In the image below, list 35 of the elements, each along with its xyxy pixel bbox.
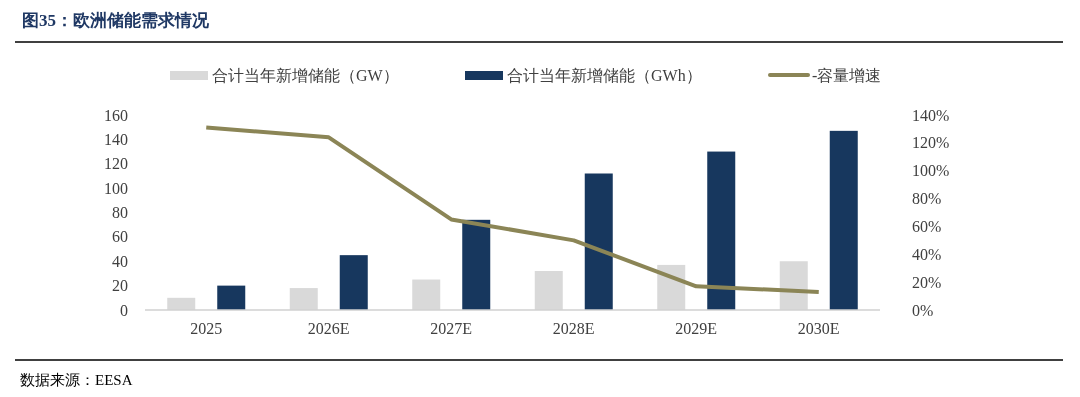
bar xyxy=(707,151,736,310)
x-tick-label: 2025 xyxy=(190,320,223,337)
y-tick-label: 20 xyxy=(112,277,128,295)
x-tick-label: 2027E xyxy=(430,320,473,337)
chart-title: 图35：欧洲储能需求情况 xyxy=(22,11,210,30)
y2-tick-label: 20% xyxy=(912,273,942,291)
x-tick-label: 2028E xyxy=(552,320,595,337)
bar xyxy=(584,173,613,310)
y2-tick-label: 100% xyxy=(912,162,950,180)
y2-tick-label: 120% xyxy=(912,134,950,152)
y-tick-label: 40 xyxy=(112,252,128,270)
y2-tick-label: 40% xyxy=(912,245,942,263)
y-tick-label: 160 xyxy=(104,106,128,124)
y-tick-label: 0 xyxy=(120,301,128,319)
y2-tick-label: 0% xyxy=(912,301,934,319)
legend-label: 合计当年新增储能（GW） xyxy=(212,66,399,84)
x-tick-label: 2026E xyxy=(307,320,350,337)
y2-tick-label: 60% xyxy=(912,218,942,236)
bar xyxy=(217,285,246,310)
bar xyxy=(462,219,491,310)
legend-label: 合计当年新增储能（GWh） xyxy=(507,66,702,84)
bar xyxy=(339,255,368,310)
source-note: 数据来源：EESA xyxy=(20,372,133,388)
y-tick-label: 60 xyxy=(112,228,128,246)
y-tick-label: 120 xyxy=(104,155,128,173)
y-tick-label: 80 xyxy=(112,204,128,222)
x-tick-label: 2029E xyxy=(675,320,718,337)
x-tick-label: 2030E xyxy=(797,320,840,337)
y2-tick-label: 80% xyxy=(912,190,942,208)
y-tick-label: 140 xyxy=(104,130,128,148)
line-series xyxy=(204,125,821,294)
y2-tick-label: 140% xyxy=(912,106,950,124)
legend-label: -容量增速 xyxy=(812,66,882,84)
bar xyxy=(829,130,858,310)
y-tick-label: 100 xyxy=(104,179,128,197)
